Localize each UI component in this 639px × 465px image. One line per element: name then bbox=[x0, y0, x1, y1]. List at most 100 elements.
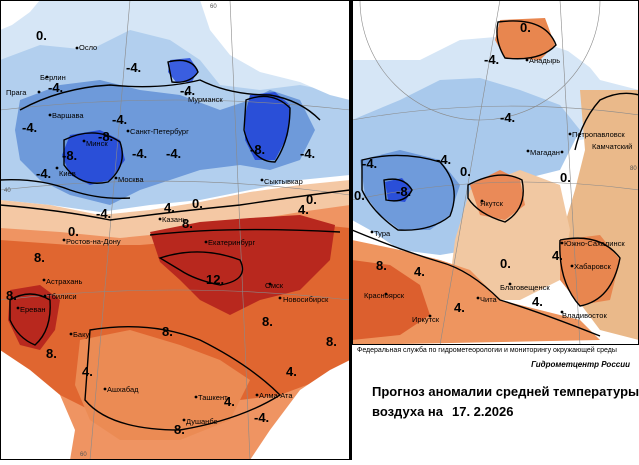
iso-label-p8-2: 8. bbox=[34, 250, 45, 265]
iso-label-e-m4-3: -4. bbox=[362, 156, 377, 171]
iso-label-m4-7: -4. bbox=[166, 146, 181, 161]
iso-label-e-p4-3: 4. bbox=[454, 300, 465, 315]
iso-label-m4-6: -4. bbox=[132, 146, 147, 161]
city-tashkent: Ташкент bbox=[198, 393, 228, 402]
iso-label-p12: 12. bbox=[206, 272, 224, 287]
city-berlin: Берлин bbox=[40, 73, 66, 82]
iso-label-m4-9: -4. bbox=[36, 166, 51, 181]
grid-label-60-top: 60 bbox=[210, 4, 217, 10]
city-anadyr: Анадырь bbox=[529, 56, 560, 65]
zone-red-east bbox=[352, 260, 430, 340]
city-tura: Тура bbox=[374, 229, 391, 238]
city-blagoveshchensk: Благовещенск bbox=[500, 283, 550, 292]
iso-label-p8-1: 8. bbox=[182, 216, 193, 231]
iso-label-zero-3: 0. bbox=[306, 192, 317, 207]
city-petropavlovsk: Петропавловск bbox=[572, 130, 625, 139]
iso-label-p4-3: 4. bbox=[82, 364, 93, 379]
zone-deep-blue-north bbox=[245, 92, 290, 160]
city-yakutsk: Якутск bbox=[480, 199, 504, 208]
city-omsk: Омск bbox=[265, 281, 284, 290]
credit-center: Гидрометцентр России bbox=[531, 360, 630, 369]
city-almaata: Алма-Ата bbox=[259, 391, 293, 400]
iso-label-m4-3: -4. bbox=[180, 83, 195, 98]
title-box bbox=[356, 372, 636, 452]
iso-label-e-m4-4: -4. bbox=[436, 152, 451, 167]
iso-label-p4-2: 4. bbox=[298, 202, 309, 217]
iso-label-p8-4: 8. bbox=[262, 314, 273, 329]
iso-label-m8-3: -8. bbox=[250, 142, 265, 157]
iso-label-e-zero-5: 0. bbox=[500, 256, 511, 271]
city-praga: Прага bbox=[6, 88, 27, 97]
zone-orange-chukotka bbox=[495, 18, 555, 60]
credit-service: Федеральная служба по гидрометеорологии … bbox=[357, 347, 617, 354]
city-moskva: Москва bbox=[118, 175, 144, 184]
right-panel: Анадырь Петропавловск Камчатский Магадан… bbox=[351, 0, 639, 346]
city-spb: Санкт-Петербург bbox=[130, 127, 189, 136]
zone-nodata-bottom-left bbox=[0, 350, 75, 460]
iso-label-m4-8: -4. bbox=[300, 146, 315, 161]
title-line-2: воздуха на bbox=[372, 404, 444, 419]
zone-orange-yakutsk bbox=[470, 170, 525, 220]
city-vladivostok: Владивосток bbox=[562, 311, 607, 320]
iso-label-e-zero-4: 0. bbox=[460, 164, 471, 179]
zone-nodata-bottom-right bbox=[250, 360, 350, 460]
city-krasnoyarsk: Красноярск bbox=[364, 291, 405, 300]
city-oslo: Осло bbox=[79, 43, 97, 52]
zone-deep-blue-minsk bbox=[62, 130, 125, 185]
city-yuzhno: Южно-Сахалинск bbox=[564, 239, 625, 248]
city-dushanbe: Душанбе bbox=[186, 417, 218, 426]
iso-label-m4-2: -4. bbox=[48, 80, 63, 95]
zone-deep-blue-east bbox=[385, 178, 412, 202]
iso-label-zero-4: 0. bbox=[68, 224, 79, 239]
iso-label-p4-5: 4. bbox=[224, 394, 235, 409]
iso-label-p8-8: 8. bbox=[174, 422, 185, 437]
iso-label-p8-6: 8. bbox=[326, 334, 337, 349]
iso-label-m8-1: -8. bbox=[98, 129, 113, 144]
city-kamchatsky: Камчатский bbox=[592, 142, 632, 151]
zone-nodata-top-left bbox=[0, 0, 40, 30]
iso-label-m4-10: -4. bbox=[96, 206, 111, 221]
city-khabarovsk: Хабаровск bbox=[574, 262, 611, 271]
title-date: 17. 2.2026 bbox=[452, 404, 514, 419]
zone-orange-kamchatka bbox=[560, 235, 620, 305]
iso-label-p4-4: 4. bbox=[286, 364, 297, 379]
zone-deep-blue-oslo bbox=[168, 58, 198, 82]
zone-nodata-north-east bbox=[352, 0, 639, 85]
zone-orange-central-asia bbox=[75, 330, 250, 440]
zone-dark-red-caucasus bbox=[8, 285, 60, 350]
grid-label-80: 80 bbox=[630, 166, 637, 172]
city-syktyvkar: Сыктывкар bbox=[264, 177, 303, 186]
iso-label-e-m8: -8. bbox=[396, 184, 411, 199]
iso-label-m4-5: -4. bbox=[22, 120, 37, 135]
iso-label-e-m4-1: -4. bbox=[484, 52, 499, 67]
iso-label-p8-7: 8. bbox=[46, 346, 57, 361]
city-baku: Баку bbox=[73, 330, 89, 339]
grid-label-40: 40 bbox=[4, 188, 11, 194]
graticule-east bbox=[351, 0, 639, 346]
city-erevan: Ереван bbox=[20, 305, 46, 314]
city-kiev: Киев bbox=[59, 169, 76, 178]
iso-label-e-m4-2: -4. bbox=[500, 110, 515, 125]
city-chita: Чита bbox=[480, 295, 498, 304]
city-ekaterinburg: Екатеринбург bbox=[208, 238, 255, 247]
city-astrakhan: Астрахань bbox=[46, 277, 83, 286]
city-magadan: Магадан bbox=[530, 148, 560, 157]
city-markers-east bbox=[370, 58, 574, 318]
city-rostov: Ростов-на-Дону bbox=[66, 237, 121, 246]
iso-label-zero-1: 0. bbox=[36, 28, 47, 43]
iso-label-p8-5: 8. bbox=[162, 324, 173, 339]
iso-label-e-p4-4: 4. bbox=[532, 294, 543, 309]
iso-label-p8-3: 8. bbox=[6, 288, 17, 303]
city-novosibirsk: Новосибирск bbox=[283, 295, 329, 304]
iso-label-e-p4-2: 4. bbox=[414, 264, 425, 279]
zone-nodata-top-right bbox=[200, 0, 350, 100]
city-murmansk: Мурманск bbox=[188, 95, 223, 104]
iso-label-e-p8: 8. bbox=[376, 258, 387, 273]
iso-label-m4-11: -4. bbox=[254, 410, 269, 425]
title-line-1: Прогноз аномалии средней температуры bbox=[372, 384, 639, 399]
city-irkutsk: Иркутск bbox=[412, 315, 440, 324]
left-panel: Осло Берлин Прага Варшава Минск Киев Мос… bbox=[0, 0, 351, 461]
iso-label-zero-2: 0. bbox=[192, 196, 203, 211]
